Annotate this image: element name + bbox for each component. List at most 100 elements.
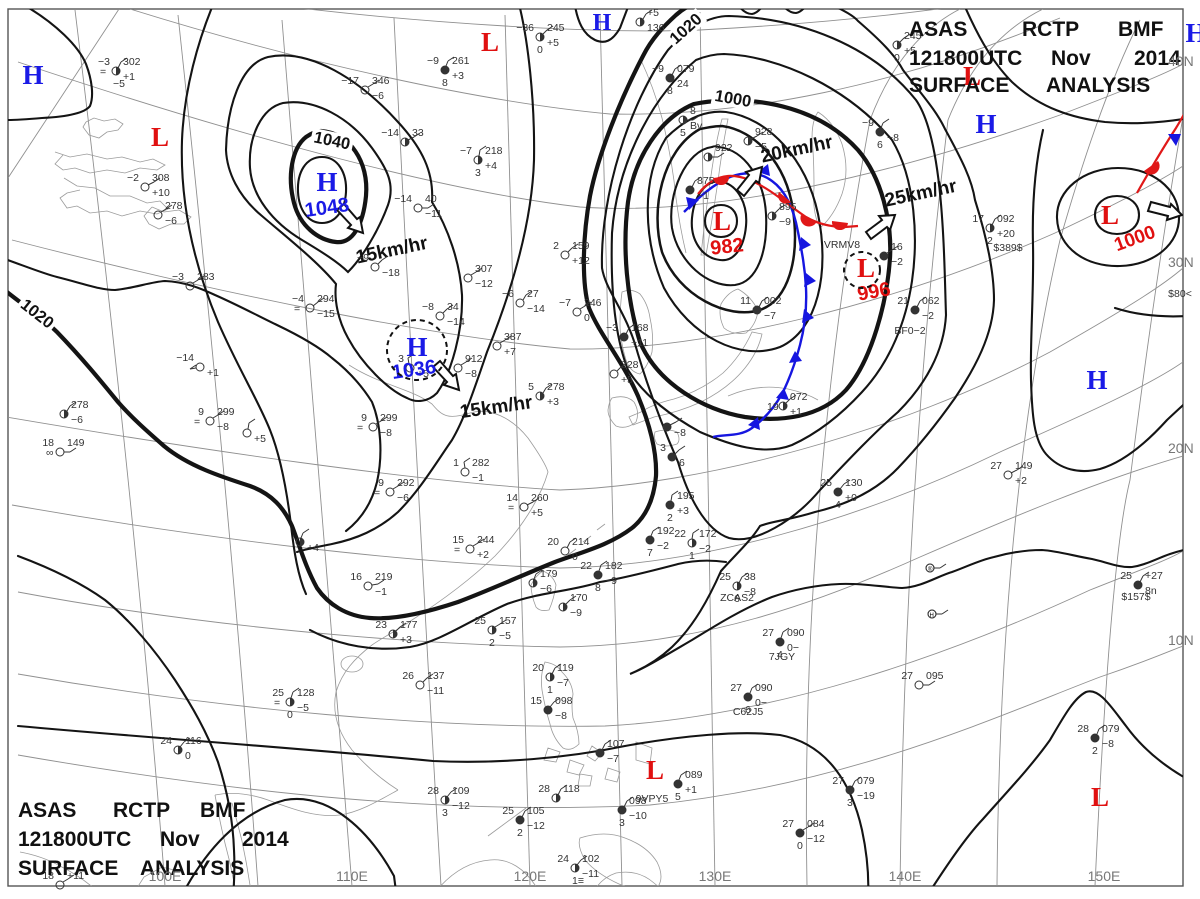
svg-text:875: 875: [697, 175, 715, 187]
svg-text:28: 28: [427, 785, 439, 797]
svg-text:27: 27: [762, 627, 774, 639]
svg-text:=: =: [294, 303, 300, 315]
svg-text:102: 102: [582, 853, 600, 865]
svg-text:−2: −2: [922, 310, 934, 322]
svg-text:−1: −1: [697, 190, 709, 202]
svg-text:307: 307: [475, 263, 493, 275]
svg-text:982: 982: [709, 234, 744, 259]
svg-text:19: 19: [767, 401, 779, 413]
svg-text:+5: +5: [621, 374, 633, 386]
svg-text:002: 002: [764, 295, 782, 307]
svg-text:−9: −9: [570, 607, 582, 619]
svg-text:177: 177: [400, 619, 418, 631]
svg-text:283: 283: [197, 271, 215, 283]
svg-text:=: =: [100, 66, 106, 78]
svg-text:−7: −7: [460, 145, 472, 157]
svg-text:0: 0: [537, 44, 543, 56]
svg-text:228: 228: [621, 359, 639, 371]
svg-text:0−: 0−: [755, 697, 767, 709]
svg-text:25: 25: [502, 805, 514, 817]
svg-text:195: 195: [677, 490, 695, 502]
svg-text:=: =: [454, 544, 460, 556]
svg-text:−4: −4: [292, 293, 304, 305]
svg-text:157: 157: [499, 615, 517, 627]
svg-text:246: 246: [584, 297, 602, 309]
svg-text:25: 25: [474, 615, 486, 627]
svg-text:+10: +10: [152, 187, 170, 199]
svg-text:−1: −1: [375, 586, 387, 598]
svg-text:H: H: [1086, 365, 1107, 395]
svg-text:5: 5: [528, 381, 534, 393]
svg-text:BMF: BMF: [1118, 18, 1164, 41]
svg-text:−9: −9: [605, 575, 617, 587]
svg-text:27: 27: [527, 288, 539, 300]
svg-text:H: H: [930, 613, 934, 619]
svg-text:3: 3: [660, 442, 666, 454]
svg-text:+5: +5: [417, 368, 429, 380]
svg-text:090: 090: [755, 682, 773, 694]
svg-text:L: L: [1101, 200, 1119, 230]
svg-text:−36: −36: [516, 22, 534, 34]
svg-text:084: 084: [807, 818, 825, 830]
svg-text:RCTP: RCTP: [113, 799, 170, 822]
svg-text:38: 38: [744, 571, 756, 583]
svg-text:+0: +0: [845, 492, 857, 504]
svg-text:33: 33: [412, 127, 424, 139]
svg-text:−6: −6: [165, 215, 177, 227]
svg-text:089: 089: [685, 769, 703, 781]
svg-text:7JGY: 7JGY: [769, 651, 795, 663]
svg-text:1: 1: [689, 550, 695, 562]
svg-text:−6: −6: [397, 492, 409, 504]
svg-text:+1: +1: [207, 367, 219, 379]
svg-text:H: H: [593, 10, 612, 36]
svg-text:H: H: [316, 167, 337, 197]
svg-text:299: 299: [217, 406, 235, 418]
svg-text:895: 895: [779, 201, 797, 213]
svg-text:−8: −8: [555, 710, 567, 722]
svg-text:218: 218: [485, 145, 503, 157]
svg-text:+11: +11: [631, 337, 648, 349]
svg-text:L: L: [1091, 782, 1109, 812]
svg-text:9: 9: [198, 406, 204, 418]
svg-text:0: 0: [287, 709, 293, 721]
svg-text:109: 109: [452, 785, 470, 797]
svg-text:−14: −14: [527, 303, 545, 315]
svg-text:346: 346: [372, 75, 390, 87]
svg-text:8: 8: [667, 85, 673, 97]
svg-text:137: 137: [427, 670, 445, 682]
svg-text:ASAS: ASAS: [909, 18, 967, 41]
svg-text:+27: +27: [1145, 570, 1163, 582]
svg-text:+3: +3: [452, 70, 464, 82]
svg-text:L: L: [151, 122, 169, 152]
svg-text:−7: −7: [607, 753, 619, 765]
svg-text:−7: −7: [764, 310, 776, 322]
svg-text:6: 6: [734, 593, 740, 605]
svg-text:120E: 120E: [514, 868, 547, 884]
svg-text:+11: +11: [67, 870, 84, 882]
svg-text:9: 9: [378, 477, 384, 489]
svg-text:BMF: BMF: [200, 799, 246, 822]
svg-text:0: 0: [185, 750, 191, 762]
svg-text:24: 24: [557, 853, 569, 865]
svg-text:2: 2: [517, 827, 523, 839]
svg-text:+3: +3: [400, 634, 412, 646]
svg-text:−11: −11: [427, 685, 444, 697]
svg-text:+12: +12: [572, 255, 590, 267]
svg-text:20: 20: [547, 536, 559, 548]
svg-text:149: 149: [67, 437, 85, 449]
svg-text:27: 27: [832, 775, 844, 787]
svg-text:22: 22: [580, 560, 592, 572]
svg-text:−8: −8: [744, 586, 756, 598]
svg-text:15: 15: [452, 534, 464, 546]
svg-text:244: 244: [477, 534, 495, 546]
svg-text:14: 14: [506, 492, 518, 504]
svg-text:159: 159: [572, 240, 590, 252]
svg-text:−1: −1: [472, 472, 484, 484]
svg-text:H: H: [975, 109, 996, 139]
svg-text:292: 292: [397, 477, 415, 489]
svg-text:9: 9: [361, 412, 367, 424]
svg-text:+5: +5: [904, 45, 916, 57]
svg-text:261: 261: [452, 55, 470, 67]
svg-text:9VPY5: 9VPY5: [636, 793, 669, 805]
svg-text:Bv: Bv: [690, 120, 703, 132]
